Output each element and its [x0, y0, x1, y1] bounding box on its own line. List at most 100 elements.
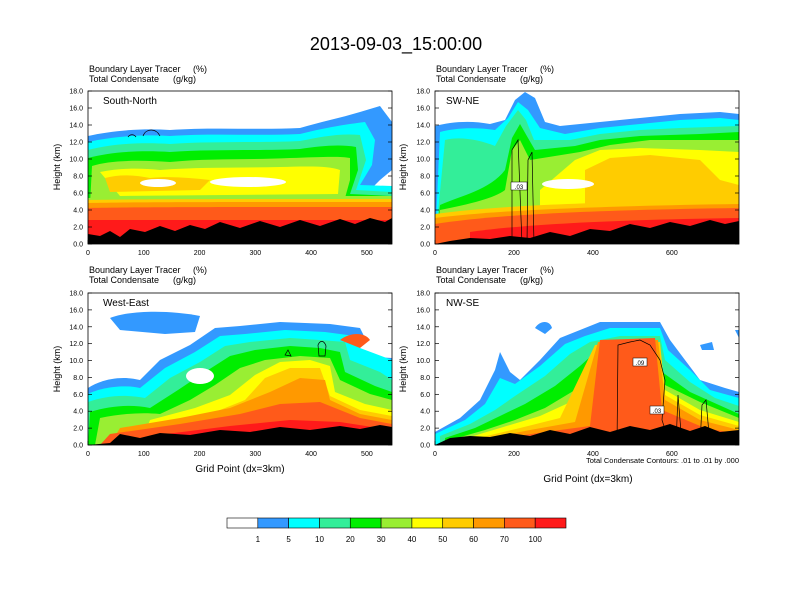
- contour-note: Total Condensate Contours: .01 to .01 by…: [586, 456, 739, 465]
- x-axis-title: Grid Point (dx=3km): [543, 474, 632, 485]
- y-axis-title: Height (km): [398, 144, 408, 191]
- x-axis-title: Grid Point (dx=3km): [195, 464, 284, 475]
- x-tick-label: 200: [508, 451, 520, 458]
- y-tick-label: 2.0: [420, 225, 430, 232]
- panel-subtitle-unit-2: (g/kg): [173, 275, 196, 285]
- y-tick-label: 4.0: [420, 409, 430, 416]
- y-tick-label: 14.0: [69, 324, 83, 331]
- y-tick-label: 2.0: [73, 426, 83, 433]
- colorbar-level-label: 60: [469, 535, 478, 544]
- x-tick-label: 100: [138, 250, 150, 257]
- y-tick-label: 18.0: [416, 291, 430, 298]
- panel-label: SW-NE: [446, 96, 479, 107]
- panel-west-east: Boundary Layer Tracer (%) Total Condensa…: [52, 265, 393, 475]
- y-tick-label: 18.0: [416, 89, 430, 96]
- panel-subtitle-unit: (%): [540, 265, 554, 275]
- panel-subtitle-unit-2: (g/kg): [520, 275, 543, 285]
- contour-label: .03: [515, 185, 524, 191]
- y-tick-label: 4.0: [73, 409, 83, 416]
- colorbar-swatch: [288, 517, 320, 529]
- y-tick-label: 8.0: [73, 375, 83, 382]
- contour-label-box: [632, 357, 648, 367]
- y-tick-label: 6.0: [420, 392, 430, 399]
- panel-sw-ne: Boundary Layer Tracer (%) Total Condensa…: [398, 64, 740, 257]
- y-tick-label: 16.0: [69, 307, 83, 314]
- y-axis-title: Height (km): [398, 346, 408, 393]
- colorbar-swatch: [504, 517, 536, 529]
- location-marker: [237, 432, 245, 440]
- location-marker: [585, 432, 593, 440]
- panel-subtitle-unit-2: (g/kg): [173, 74, 196, 84]
- y-tick-label: 0.0: [420, 242, 430, 249]
- colorbar-level-label: 40: [407, 535, 416, 544]
- field-band-blue: [110, 311, 200, 334]
- location-marker: [585, 232, 593, 240]
- x-tick-label: 0: [86, 451, 90, 458]
- x-tick-label: 300: [249, 451, 261, 458]
- panel-frame: [434, 292, 740, 446]
- y-axis-title: Height (km): [52, 144, 62, 191]
- field-clear-pocket: [542, 179, 594, 189]
- x-tick-label: 100: [138, 451, 150, 458]
- terrain: [88, 218, 392, 244]
- y-tick-label: 8.0: [420, 174, 430, 181]
- y-tick-label: 8.0: [73, 174, 83, 181]
- x-tick-label: 400: [305, 451, 317, 458]
- y-tick-label: 12.0: [416, 140, 430, 147]
- x-tick-labels: 0 100 200 300 400 500: [86, 240, 373, 257]
- y-tick-label: 12.0: [416, 341, 430, 348]
- y-tick-label: 8.0: [420, 375, 430, 382]
- condensate-contour: [127, 129, 161, 138]
- y-tick-labels: 0.0 2.0 4.0 6.0 8.0 10.0 12.0 14.0 16.0 18.0: [416, 89, 739, 249]
- field-clear-pocket: [210, 177, 286, 187]
- y-tick-label: 14.0: [416, 324, 430, 331]
- y-axis-title: Height (km): [52, 346, 62, 393]
- panel-field: [88, 293, 392, 445]
- figure-title: 2013-09-03_15:00:00: [310, 34, 482, 55]
- x-tick-labels: 0 200 400 600: [433, 240, 678, 257]
- field-clear-pocket: [186, 368, 214, 384]
- x-tick-labels: 0 200 400 600: [433, 441, 678, 458]
- y-tick-label: 14.0: [69, 123, 83, 130]
- panel-south-north: Boundary Layer Tracer (%) Total Condensa…: [52, 64, 393, 257]
- x-tick-label: 0: [433, 250, 437, 257]
- y-tick-labels: 0.0 2.0 4.0 6.0 8.0 10.0 12.0 14.0 16.0 18.0: [416, 291, 739, 450]
- colorbar-level-label: 5: [286, 535, 291, 544]
- colorbar-level-label: 50: [438, 535, 447, 544]
- field-clear-pocket: [140, 179, 176, 187]
- x-tick-label: 600: [666, 250, 678, 257]
- panel-label: West-East: [103, 298, 149, 309]
- x-tick-label: 200: [194, 250, 206, 257]
- contour-label-box: [649, 405, 665, 415]
- panel-subtitle-variable: Boundary Layer Tracer: [89, 64, 181, 74]
- panel-frame: [87, 90, 393, 245]
- x-tick-label: 400: [305, 250, 317, 257]
- panel-subtitle-unit: (%): [540, 64, 554, 74]
- y-tick-label: 6.0: [420, 191, 430, 198]
- x-tick-label: 300: [249, 250, 261, 257]
- y-tick-label: 6.0: [73, 392, 83, 399]
- panel-subtitle-variable: Boundary Layer Tracer: [436, 265, 528, 275]
- y-tick-label: 10.0: [416, 157, 430, 164]
- x-tick-label: 0: [433, 451, 437, 458]
- y-tick-label: 14.0: [416, 123, 430, 130]
- colorbar-swatch: [257, 517, 289, 529]
- x-tick-label: 0: [86, 250, 90, 257]
- panel-frame: [434, 90, 740, 245]
- y-tick-labels: 0.0 2.0 4.0 6.0 8.0 10.0 12.0 14.0 16.0 18.0: [69, 89, 392, 249]
- terrain: [435, 220, 739, 244]
- panel-field: .03: [435, 91, 739, 244]
- location-marker: [237, 232, 245, 240]
- x-tick-labels: 0 100 200 300 400 500: [86, 441, 373, 458]
- panel-subtitle-unit: (%): [193, 265, 207, 275]
- colorbar-swatch: [442, 517, 474, 529]
- colorbar-level-label: 20: [346, 535, 355, 544]
- colorbar-swatch: [534, 517, 567, 529]
- y-tick-label: 18.0: [69, 291, 83, 298]
- panel-field: .09 .03: [435, 293, 739, 445]
- colorbar-swatch: [411, 517, 444, 529]
- x-tick-label: 500: [361, 451, 373, 458]
- panel-subtitle-unit: (%): [193, 64, 207, 74]
- panel-nw-se: Boundary Layer Tracer (%) Total Condensa…: [398, 265, 740, 485]
